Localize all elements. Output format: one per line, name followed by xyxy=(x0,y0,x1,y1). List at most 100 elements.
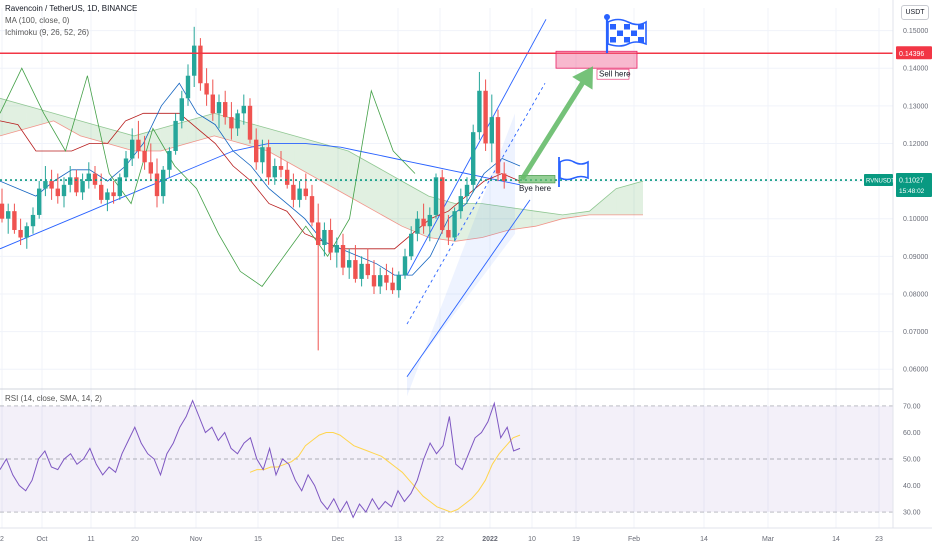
senkou-a-line xyxy=(0,97,644,216)
candle-body xyxy=(322,229,327,246)
candle-body xyxy=(378,275,383,287)
candle-body xyxy=(266,147,271,178)
candle-body xyxy=(328,229,333,253)
cloud-segment xyxy=(187,113,215,144)
candle-body xyxy=(291,184,296,200)
candle-body xyxy=(390,282,395,291)
price-axis[interactable]: 0.06000 0.07000 0.08000 0.09000 0.10000 0.110… xyxy=(892,0,928,528)
countdown-label: 15:48:02 xyxy=(899,188,925,195)
cloud-segment xyxy=(482,203,510,238)
channel-fill xyxy=(407,113,515,397)
flag-check xyxy=(624,24,630,30)
candle-body xyxy=(148,162,153,174)
candle-body xyxy=(409,233,414,257)
candle-body xyxy=(502,173,507,182)
time-axis[interactable]: 2 Oct 11 20 Nov 15 Dec 13 22 2022 10 19 Feb 14 Mar 14 23 xyxy=(0,527,932,543)
drawing-annotations[interactable]: Sell here Bye here xyxy=(518,14,647,193)
price-tick-label: 0.14000 xyxy=(903,66,928,73)
candle-body xyxy=(489,117,494,144)
cloud-segment xyxy=(214,113,242,144)
candle-body xyxy=(396,275,401,291)
buy-label-text: Bye here xyxy=(519,184,552,193)
flag-icon[interactable] xyxy=(558,157,589,187)
candle-body xyxy=(477,90,482,133)
rsi-legend[interactable]: RSI (14, close, SMA, 14, 2) xyxy=(5,394,102,403)
candle-body xyxy=(24,226,29,238)
time-tick-label: 2 xyxy=(0,536,4,543)
rsi-tick-label: 40.00 xyxy=(903,483,921,490)
candle-body xyxy=(427,214,432,227)
flag-cloth xyxy=(607,18,647,47)
price-tick-label: 0.08000 xyxy=(903,291,928,298)
candle-body xyxy=(278,166,284,170)
candle-body xyxy=(353,260,358,279)
symbol-title: Ravencoin / TetherUS, 1D, BINANCE xyxy=(5,4,138,13)
price-tick-label: 0.15000 xyxy=(903,28,928,35)
candle-body xyxy=(223,102,228,118)
time-tick-label: Mar xyxy=(762,536,775,543)
cloud-segment xyxy=(616,181,643,215)
candle-body xyxy=(458,196,463,212)
candle-body xyxy=(415,218,420,234)
candle-body xyxy=(471,132,476,185)
currency-button[interactable]: USDT xyxy=(901,5,929,20)
target-arrow[interactable] xyxy=(519,66,593,181)
buy-zone-box[interactable] xyxy=(518,175,556,184)
candle-body xyxy=(192,45,197,76)
candle-body xyxy=(105,192,110,200)
currency-label: USDT xyxy=(905,9,925,16)
candle-body xyxy=(285,169,290,185)
candle-body xyxy=(161,169,166,197)
horizontal-lines[interactable] xyxy=(0,52,893,181)
flag-check xyxy=(617,30,623,36)
time-tick-label: 15 xyxy=(254,536,262,543)
candle-body xyxy=(80,181,85,193)
flag-check xyxy=(631,30,637,36)
candle-body xyxy=(204,83,209,95)
sell-label-box xyxy=(596,68,630,80)
ma-legend[interactable]: MA (100, close, 0) xyxy=(5,16,69,25)
kijun-sen-line xyxy=(0,112,521,250)
price-axis-labels: 0.14396 RVNUSDT 0.11027 15:48:02 xyxy=(864,46,932,198)
candle-body xyxy=(74,177,79,193)
candle-body xyxy=(173,120,178,151)
ichimoku-label: Ichimoku (9, 26, 52, 26) xyxy=(5,28,90,37)
candle-body xyxy=(334,245,339,253)
time-tick-label: 11 xyxy=(87,536,94,543)
current-price-label-bg xyxy=(896,173,932,198)
candle-body xyxy=(61,184,67,197)
candle-body xyxy=(340,245,346,268)
candle-body xyxy=(37,188,42,215)
rsi-label: RSI (14, close, SMA, 14, 2) xyxy=(5,394,102,403)
chikou-span-line xyxy=(0,67,416,287)
time-tick-label: 2022 xyxy=(482,536,498,543)
candle-body xyxy=(371,275,377,287)
candle-body xyxy=(154,173,160,197)
candle-body xyxy=(247,105,253,140)
ichimoku-legend[interactable]: Ichimoku (9, 26, 52, 26) xyxy=(5,28,89,37)
cloud-segment xyxy=(375,166,402,227)
cloud-segment xyxy=(294,135,322,182)
symbol-legend[interactable]: Ravencoin / TetherUS, 1D, BINANCE xyxy=(5,4,137,13)
candle-body xyxy=(30,214,36,227)
flag-check xyxy=(638,24,644,30)
rsi-tick-label: 60.00 xyxy=(903,430,921,437)
candle-body xyxy=(272,166,277,178)
candle-body xyxy=(402,256,408,276)
candle-body xyxy=(68,177,73,185)
flag-check xyxy=(610,37,616,43)
time-tick-label: 14 xyxy=(832,536,840,543)
candle-body xyxy=(309,196,315,223)
flag-check xyxy=(624,37,630,43)
candle-body xyxy=(198,45,203,84)
cloud-segment xyxy=(455,203,483,242)
candle-body xyxy=(92,173,98,185)
sell-zone-box[interactable] xyxy=(555,50,638,69)
current-symbol-label-bg xyxy=(864,174,893,187)
finish-flag-icon[interactable] xyxy=(604,14,647,54)
price-tick-label: 0.10000 xyxy=(903,216,928,223)
candle-body xyxy=(0,203,5,219)
candle-body xyxy=(347,260,352,268)
